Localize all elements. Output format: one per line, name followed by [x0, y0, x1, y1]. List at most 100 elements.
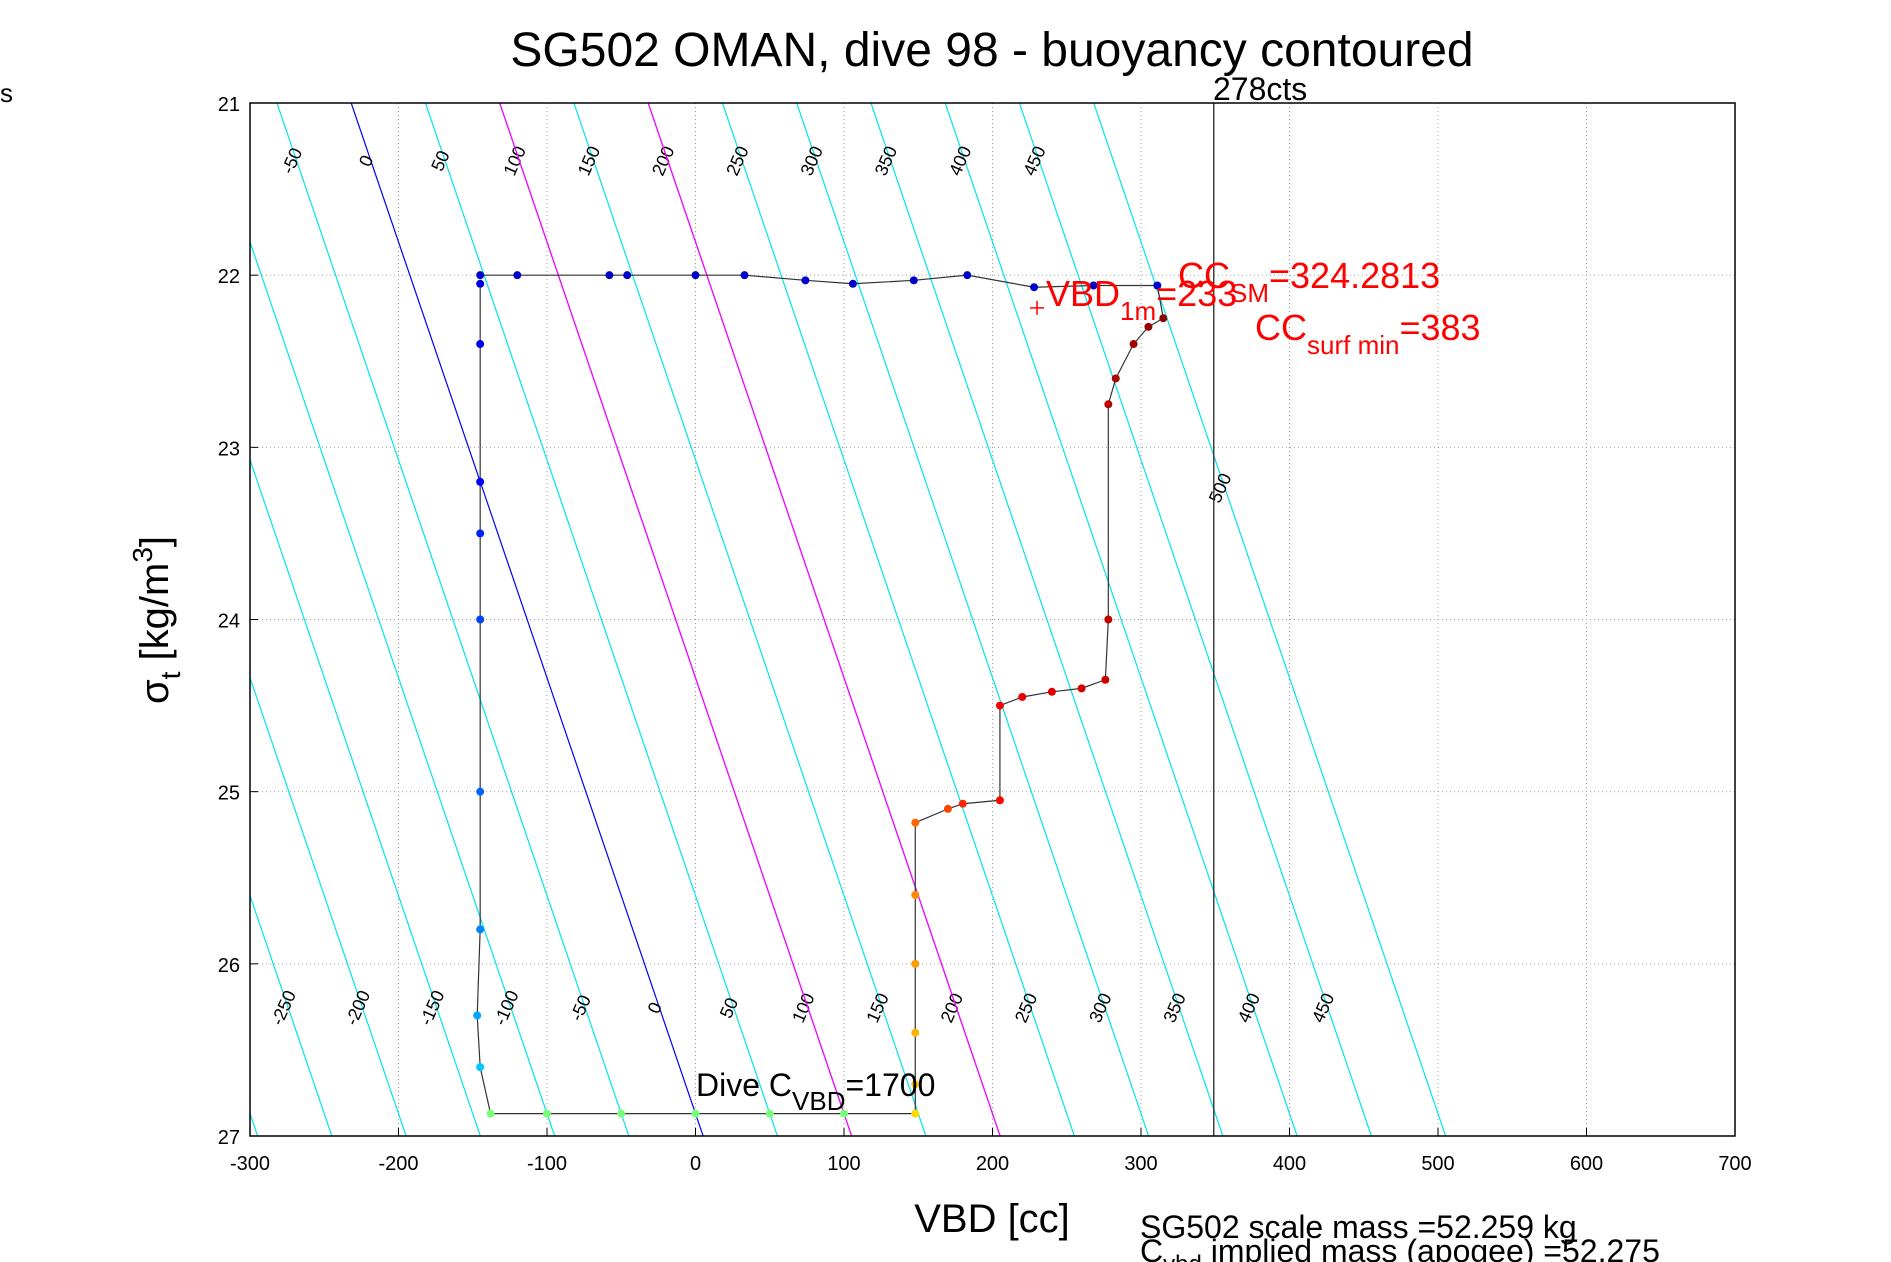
contour-line [1093, 103, 1447, 1136]
x-tick-label: 300 [1124, 1153, 1157, 1175]
dive-point [1159, 314, 1168, 323]
vbd-1m-marker [1030, 300, 1045, 315]
dive-point [1104, 400, 1113, 409]
dive-point [476, 340, 485, 349]
y-label-close: ] [133, 536, 177, 547]
dive-path-line [476, 274, 1164, 1115]
vbd-sub: 1m [1120, 296, 1156, 326]
dive-point [543, 1109, 551, 1118]
dive-point [476, 279, 485, 288]
x-tick-label: 600 [1570, 1153, 1603, 1175]
dive-point [909, 276, 918, 285]
contour-line [276, 103, 630, 1136]
dive-point [1144, 322, 1153, 331]
contour-line [250, 893, 333, 1136]
contour-line [250, 240, 556, 1136]
dive-point [1047, 687, 1056, 696]
y-label-sub: t [155, 671, 186, 679]
dive-point [1101, 675, 1110, 684]
contour-line [250, 675, 407, 1136]
vbd-value: =233 [1156, 273, 1237, 314]
dive-point [476, 925, 485, 934]
dive-points [473, 271, 1168, 1118]
dive-point [691, 1109, 700, 1118]
dive-point [840, 1109, 848, 1118]
implied-sub: vbd [1163, 1251, 1202, 1262]
y-tick-label: 24 [218, 611, 240, 633]
dive-point [605, 271, 614, 280]
contour-line [1018, 103, 1373, 1136]
x-tick-label: 0 [690, 1153, 701, 1175]
x-tick-label: 100 [827, 1153, 860, 1175]
dive-value: =1700 [845, 1067, 935, 1103]
contour-line [796, 103, 1150, 1136]
y-tick-label: 23 [218, 438, 240, 460]
dive-point [911, 1028, 920, 1037]
y-axis-label: σt [kg/m3] [127, 536, 186, 704]
x-tick-label: 700 [1718, 1153, 1751, 1175]
y-tick-label: 25 [218, 783, 240, 805]
dive-point [911, 1109, 920, 1118]
vertical-line-label: 278cts [1213, 71, 1307, 107]
dive-cvbd-annotation: Dive CVBD=1700 [696, 1067, 935, 1116]
contour-line [250, 457, 482, 1136]
x-tick-label: -300 [230, 1153, 270, 1175]
vbd-1m-annotation: VBD1m=233 [1046, 273, 1237, 326]
dive-point [1077, 684, 1086, 693]
dive-point [476, 529, 485, 538]
dive-point [513, 271, 522, 280]
contour-line [0, 17, 64, 1222]
corner-text: s [0, 78, 13, 108]
magenta-buoyancy-line [498, 103, 853, 1136]
contour-line [573, 103, 927, 1136]
dive-point [848, 279, 857, 288]
dive-path [476, 274, 1164, 1115]
dive-point [765, 1109, 774, 1118]
x-axis-label: VBD [cc] [914, 1197, 1070, 1241]
contour-line [424, 103, 779, 1136]
dive-point [911, 890, 920, 899]
dive-main: Dive C [696, 1067, 792, 1103]
dive-point [476, 477, 485, 486]
dive-point [943, 804, 952, 813]
scale-mass-note: SG502 scale mass =52.259 kg [1140, 1209, 1577, 1245]
dive-point [486, 1109, 495, 1118]
implied-main: C [1140, 1233, 1163, 1262]
y-tick-label: 22 [218, 266, 240, 288]
dive-point [1089, 281, 1098, 290]
implied-mass-note: Cvbd implied mass (apogee) =52.275 [1140, 1233, 1660, 1262]
dive-point [1030, 283, 1039, 292]
x-tick-label: 200 [976, 1153, 1009, 1175]
contour-line [870, 103, 1224, 1136]
contour-line [0, 17, 138, 1222]
surf-value: =383 [1399, 307, 1480, 348]
dive-point [473, 1011, 482, 1020]
dive-point [691, 271, 700, 280]
dive-point [1129, 340, 1138, 349]
dive-point [1018, 692, 1027, 701]
y-tick-label: 21 [218, 94, 240, 116]
cc-main: CC [1178, 255, 1230, 296]
dive-point [995, 796, 1004, 805]
dive-point [623, 271, 632, 280]
contour-line [350, 103, 704, 1136]
y-tick-label: 27 [218, 1127, 240, 1149]
dive-point [958, 799, 967, 808]
dive-point [476, 615, 485, 624]
dive-point [995, 701, 1004, 710]
contour-line [721, 103, 1076, 1136]
y-tick-label: 26 [218, 955, 240, 977]
dive-sub: VBD [792, 1086, 845, 1116]
dive-point [476, 787, 485, 796]
x-tick-label: 400 [1273, 1153, 1306, 1175]
contour-line [944, 103, 1298, 1136]
x-tick-label: 500 [1421, 1153, 1454, 1175]
y-label-sigma: σ [133, 679, 177, 704]
dive-point [911, 959, 920, 968]
x-tick-label: -100 [527, 1153, 567, 1175]
surf-main: CC [1255, 307, 1307, 348]
dive-point [1111, 374, 1120, 383]
y-label-sup: 3 [127, 547, 158, 563]
cc-sm-annotation: CCSM=324.2813 [1178, 255, 1440, 308]
